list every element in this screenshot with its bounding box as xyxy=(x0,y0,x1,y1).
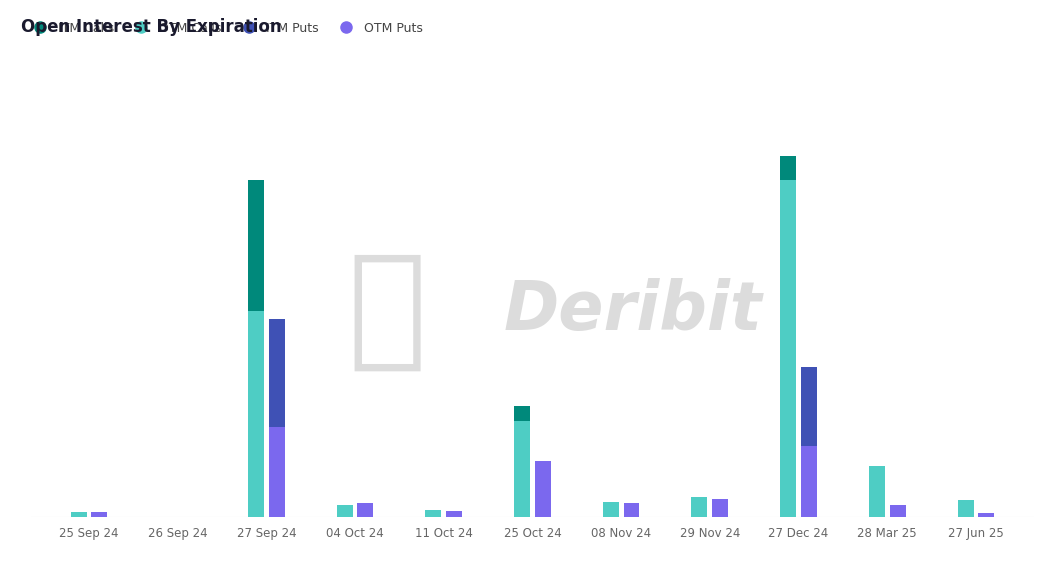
Legend: ITM Calls, OTM Calls, ITM Puts, OTM Puts: ITM Calls, OTM Calls, ITM Puts, OTM Puts xyxy=(27,22,423,35)
Bar xyxy=(268,427,285,517)
Bar xyxy=(248,311,264,517)
Bar xyxy=(71,512,87,517)
Text: ₿: ₿ xyxy=(348,248,427,375)
Bar xyxy=(357,502,374,517)
Bar xyxy=(869,466,885,517)
Text: Deribit: Deribit xyxy=(503,278,762,344)
Text: Open Interest By Expiration: Open Interest By Expiration xyxy=(21,18,282,36)
Bar xyxy=(514,421,530,517)
Bar xyxy=(889,505,905,517)
Bar xyxy=(978,513,994,517)
Bar xyxy=(780,156,797,180)
Bar xyxy=(780,180,797,517)
Bar xyxy=(801,446,816,517)
Bar xyxy=(602,502,619,517)
Bar xyxy=(425,510,442,517)
Bar xyxy=(337,505,353,517)
Bar xyxy=(691,497,708,517)
Bar xyxy=(514,406,530,421)
Bar xyxy=(446,511,462,517)
Bar xyxy=(268,319,285,427)
Bar xyxy=(535,461,551,517)
Bar xyxy=(957,501,973,517)
Bar xyxy=(623,504,640,517)
Bar xyxy=(712,500,728,517)
Bar xyxy=(248,180,264,311)
Bar xyxy=(801,367,816,446)
Bar xyxy=(92,512,108,517)
